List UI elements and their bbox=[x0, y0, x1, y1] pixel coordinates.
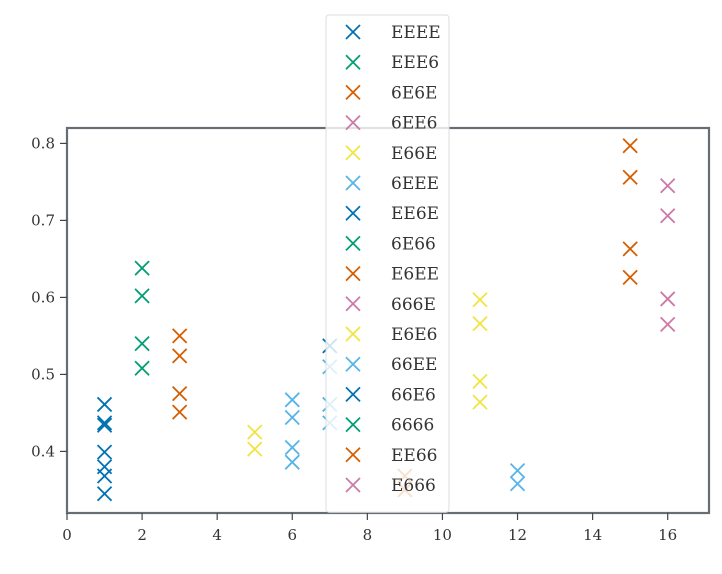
data-point-6e6e-0 bbox=[171, 328, 188, 344]
legend-label-e6e6: E6E6 bbox=[391, 325, 437, 345]
legend-label-e6ee: E6EE bbox=[391, 265, 439, 285]
data-point-666e-0 bbox=[660, 178, 676, 194]
data-point-e6e6-2 bbox=[472, 373, 488, 389]
x-tick-label: 0 bbox=[62, 526, 72, 544]
legend-marker-ee66 bbox=[345, 447, 361, 463]
data-point-6e6e-2 bbox=[171, 386, 188, 402]
data-point-eee6-3 bbox=[134, 360, 150, 376]
legend-marker-6e6e bbox=[345, 84, 361, 101]
data-point-eeee-1 bbox=[96, 415, 113, 431]
legend-marker-6e66 bbox=[345, 235, 361, 252]
legend-label-ee66: EE66 bbox=[391, 446, 437, 466]
legend-label-6e6e: 6E6E bbox=[391, 83, 437, 103]
data-point-ee66-1 bbox=[622, 169, 638, 185]
legend-label-666e: 666E bbox=[391, 295, 436, 315]
data-point-e6e6-1 bbox=[472, 315, 488, 332]
legend-label-66e6: 66E6 bbox=[391, 385, 436, 405]
data-point-6eee-2 bbox=[284, 439, 300, 456]
legend-marker-6ee6 bbox=[345, 114, 361, 131]
legend-label-eee6: EEE6 bbox=[391, 53, 439, 73]
data-points-layer bbox=[96, 138, 676, 502]
data-point-666e-3 bbox=[660, 316, 676, 332]
x-tick-label: 6 bbox=[287, 526, 297, 544]
legend-label-e66e: E66E bbox=[391, 144, 437, 164]
y-tick-label: 0.4 bbox=[31, 442, 55, 460]
legend-marker-6eee bbox=[345, 175, 361, 191]
y-tick-label: 0.8 bbox=[31, 134, 55, 152]
data-point-6eee-1 bbox=[284, 409, 300, 426]
data-point-666e-2 bbox=[660, 291, 676, 307]
data-point-eee6-2 bbox=[134, 335, 150, 352]
data-point-666e-1 bbox=[660, 208, 676, 224]
x-tick-label: 8 bbox=[363, 526, 373, 544]
data-point-6eee-0 bbox=[284, 392, 300, 408]
data-point-ee66-2 bbox=[622, 241, 638, 257]
data-point-e6e6-0 bbox=[472, 292, 488, 308]
x-tick-label: 4 bbox=[212, 526, 222, 544]
legend-frame bbox=[325, 14, 450, 513]
data-point-6e6e-1 bbox=[171, 348, 188, 364]
legend-label-e666: E666 bbox=[391, 476, 436, 496]
legend-label-eeee: EEEE bbox=[391, 23, 441, 43]
legend-label-6666: 6666 bbox=[391, 416, 434, 436]
legend-label-6ee6: 6EE6 bbox=[391, 114, 437, 134]
data-point-e66e-0 bbox=[247, 424, 263, 440]
legend-marker-6666 bbox=[345, 416, 361, 433]
y-tick-label: 0.7 bbox=[31, 211, 55, 229]
legend-label-6eee: 6EEE bbox=[391, 174, 439, 194]
data-point-eee6-0 bbox=[134, 260, 150, 276]
legend-label-66ee: 66EE bbox=[391, 355, 437, 375]
legend: EEEE EEE6 6E6E 6EE6 E66E 6EEE EE6E 6E66 E6EE 666E… bbox=[325, 14, 450, 513]
legend-marker-666e bbox=[345, 296, 361, 312]
data-point-eeee-2 bbox=[96, 444, 113, 460]
data-point-eeee-3 bbox=[96, 486, 113, 502]
legend-marker-66e6 bbox=[345, 386, 361, 403]
legend-label-ee6e: EE6E bbox=[391, 204, 439, 224]
data-point-ee66-3 bbox=[622, 269, 638, 286]
data-point-66ee-0 bbox=[509, 463, 526, 479]
axis-ticks-layer: 0 2 4 6 8 10 12 14 16 0.4 0.5 0.6 0.7 0.8 bbox=[31, 134, 677, 544]
data-point-ee6e-0 bbox=[96, 417, 113, 433]
legend-marker-eee6 bbox=[345, 54, 361, 70]
x-tick-label: 14 bbox=[583, 526, 602, 544]
data-point-e6e6-3 bbox=[472, 394, 488, 410]
y-tick-label: 0.6 bbox=[31, 288, 55, 306]
legend-marker-e666 bbox=[345, 477, 361, 493]
x-tick-label: 2 bbox=[137, 526, 147, 544]
legend-marker-eeee bbox=[345, 24, 361, 40]
legend-marker-ee6e bbox=[345, 205, 361, 221]
y-tick-label: 0.5 bbox=[31, 365, 55, 383]
legend-label-6e66: 6E66 bbox=[391, 234, 436, 254]
x-tick-label: 10 bbox=[433, 526, 452, 544]
legend-marker-e6e6 bbox=[345, 326, 361, 342]
data-point-66e6-0 bbox=[96, 468, 113, 484]
legend-marker-66ee bbox=[345, 356, 361, 372]
data-point-eee6-1 bbox=[134, 288, 150, 304]
x-tick-label: 16 bbox=[658, 526, 677, 544]
data-point-e66e-1 bbox=[247, 441, 263, 457]
legend-marker-e66e bbox=[345, 145, 361, 161]
data-point-6eee-3 bbox=[284, 454, 300, 470]
data-point-66ee-1 bbox=[509, 476, 526, 492]
data-point-ee66-0 bbox=[622, 138, 638, 154]
data-point-eeee-0 bbox=[96, 396, 113, 413]
data-point-6e6e-3 bbox=[171, 404, 188, 420]
x-tick-label: 12 bbox=[508, 526, 527, 544]
legend-marker-e6ee bbox=[345, 265, 361, 282]
